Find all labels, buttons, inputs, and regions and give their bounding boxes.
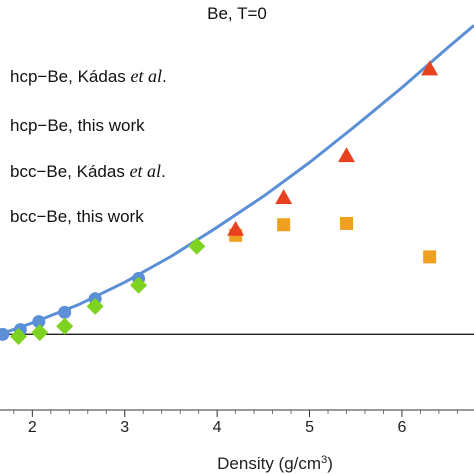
x-tick-label-2: 2: [28, 419, 37, 436]
legend-entry-hcp-this-work-text: hcp−Be, this work: [10, 116, 145, 135]
data-point-square: [423, 250, 437, 264]
legend-entry-hcp-kadas-italic: et al: [131, 66, 163, 86]
series-layer: [0, 24, 474, 345]
legend-entry-hcp-kadas: hcp−Be, Kádas et al.: [10, 66, 167, 86]
x-tick-label-6: 6: [397, 419, 406, 436]
fit-curve-line: [0, 24, 474, 336]
legend-entry-bcc-this-work-text: bcc−Be, this work: [10, 207, 144, 226]
data-point-triangle: [275, 189, 293, 205]
x-tick-label-3: 3: [120, 419, 129, 436]
x-axis-label-superscript: 3: [321, 454, 327, 466]
legend-entry-bcc-kadas-suffix: .: [161, 162, 166, 181]
data-point-circle: [32, 315, 46, 329]
data-point-diamond: [56, 317, 74, 335]
legend-entry-hcp-this-work: hcp−Be, this work: [10, 116, 145, 135]
series-2: [9, 237, 206, 345]
data-point-diamond: [188, 237, 206, 255]
legend-entry-bcc-kadas: bcc−Be, Kádas et al.: [10, 161, 166, 181]
legend-entry-hcp-kadas-suffix: .: [162, 67, 167, 86]
data-point-circle: [0, 327, 10, 341]
data-point-triangle: [421, 60, 439, 76]
x-axis-label: Density (g/cm3): [217, 454, 333, 473]
data-point-diamond: [31, 324, 49, 342]
legend-entry-bcc-kadas-italic: et al: [130, 161, 162, 181]
x-axis-label-close: ): [327, 454, 333, 473]
data-point-diamond: [130, 276, 148, 294]
legend-entry-hcp-kadas-text: hcp−Be, Kádas: [10, 67, 131, 86]
legend: hcp−Be, Kádas et al. hcp−Be, this work b…: [10, 66, 167, 226]
series-1: [0, 271, 146, 341]
data-point-triangle: [337, 147, 355, 163]
series-4: [227, 60, 439, 236]
data-point-square: [339, 216, 353, 230]
x-tick-label-4: 4: [213, 419, 222, 436]
x-axis-label-main: Density (g/cm: [217, 454, 321, 473]
x-tick-label-5: 5: [305, 419, 314, 436]
data-point-circle: [58, 305, 72, 319]
data-point-diamond: [9, 327, 27, 345]
chart-title: Be, T=0: [207, 4, 267, 23]
data-point-square: [277, 218, 291, 232]
x-ticks: 2 3 4 5 6: [13, 410, 458, 436]
data-point-triangle: [227, 220, 245, 236]
legend-entry-bcc-kadas-text: bcc−Be, Kádas: [10, 162, 130, 181]
series-0: [0, 24, 474, 336]
data-point-diamond: [86, 297, 104, 315]
legend-entry-bcc-this-work: bcc−Be, this work: [10, 207, 144, 226]
